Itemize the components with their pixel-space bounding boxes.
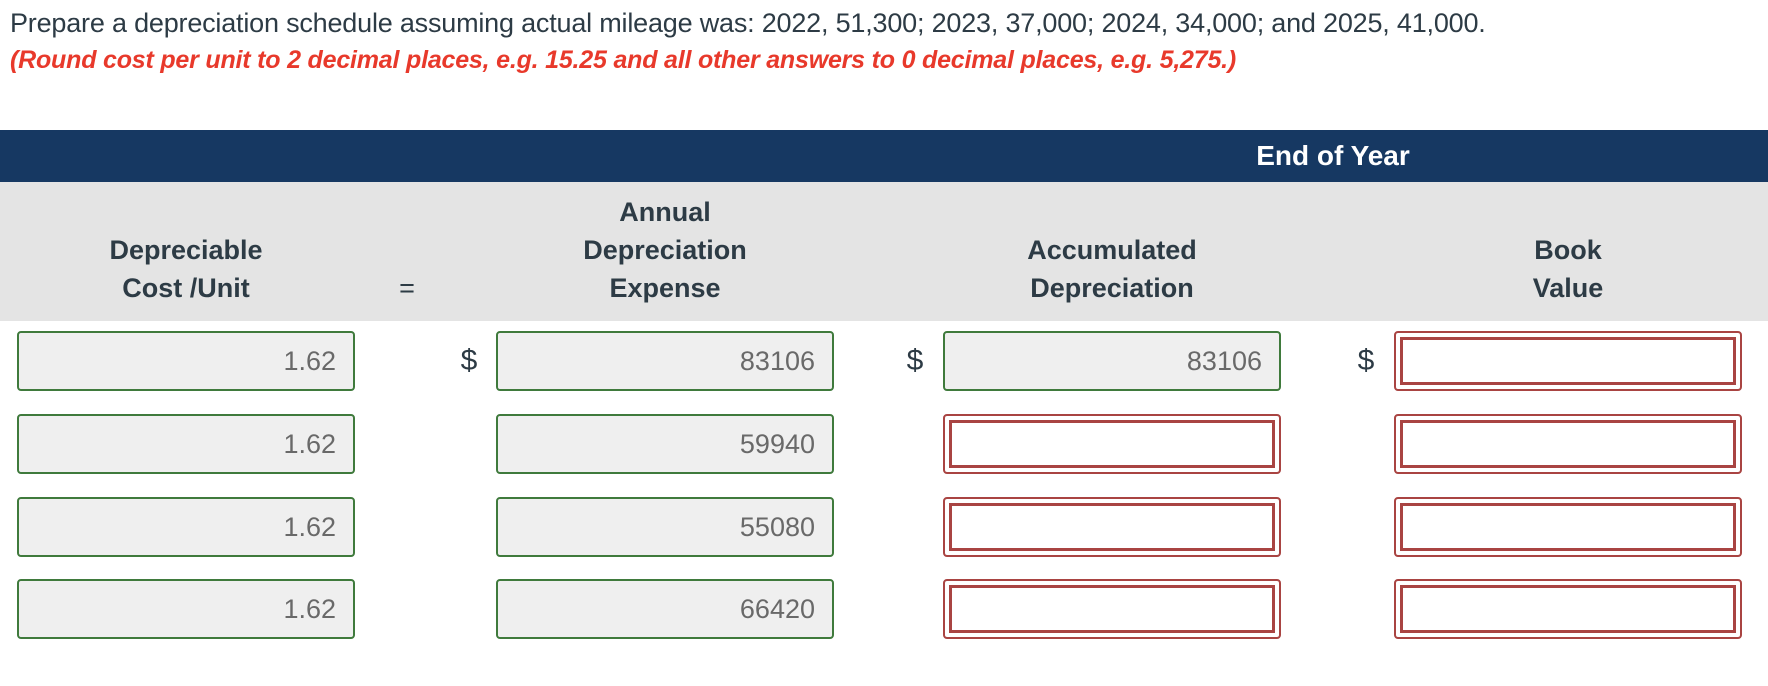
column-header-line: Depreciation	[1030, 273, 1194, 303]
end-of-year-banner: End of Year	[0, 130, 1768, 182]
row1-accumulated-depreciation-input[interactable]	[943, 331, 1281, 391]
row2-annual-depreciation-expense-input[interactable]	[496, 414, 834, 474]
equals-sign: =	[399, 273, 415, 303]
row3-annual-depreciation-expense-input[interactable]	[496, 497, 834, 557]
row2-depreciable-cost-per-unit-input[interactable]	[17, 414, 355, 474]
dollar-sign-accumulated-depreciation: $	[906, 344, 924, 377]
column-header-line: Annual	[619, 197, 711, 227]
column-header-depreciable-cost-unit: Depreciable Cost /Unit	[109, 231, 262, 307]
row3-accumulated-depreciation-input[interactable]	[943, 497, 1281, 557]
row4-accumulated-depreciation-input[interactable]	[943, 579, 1281, 639]
column-header-band: Depreciable Cost /Unit = Annual Deprecia…	[0, 182, 1768, 321]
column-header-line: Value	[1532, 273, 1604, 303]
instruction-text: Prepare a depreciation schedule assuming…	[10, 8, 1486, 38]
row2-book-value-input[interactable]	[1394, 414, 1742, 474]
column-header-line: Accumulated	[1027, 235, 1197, 265]
column-header-line: Expense	[609, 273, 721, 303]
column-header-accumulated-depreciation: Accumulated Depreciation	[1027, 231, 1197, 307]
column-header-annual-depreciation-expense: Annual Depreciation Expense	[583, 193, 747, 307]
column-header-line: Cost /Unit	[122, 273, 250, 303]
end-of-year-label: End of Year	[1256, 140, 1410, 171]
column-header-line: Depreciation	[583, 235, 747, 265]
dollar-sign-annual-expense: $	[460, 344, 478, 377]
row4-annual-depreciation-expense-input[interactable]	[496, 579, 834, 639]
row2-accumulated-depreciation-input[interactable]	[943, 414, 1281, 474]
column-header-line: Book	[1534, 235, 1602, 265]
row1-depreciable-cost-per-unit-input[interactable]	[17, 331, 355, 391]
row1-annual-depreciation-expense-input[interactable]	[496, 331, 834, 391]
row3-depreciable-cost-per-unit-input[interactable]	[17, 497, 355, 557]
rounding-note: (Round cost per unit to 2 decimal places…	[10, 46, 1237, 74]
column-header-line: Depreciable	[109, 235, 263, 265]
column-header-book-value: Book Value	[1533, 231, 1604, 307]
dollar-sign-book-value: $	[1357, 344, 1375, 377]
row3-book-value-input[interactable]	[1394, 497, 1742, 557]
row1-book-value-input[interactable]	[1394, 331, 1742, 391]
row4-depreciable-cost-per-unit-input[interactable]	[17, 579, 355, 639]
row4-book-value-input[interactable]	[1394, 579, 1742, 639]
